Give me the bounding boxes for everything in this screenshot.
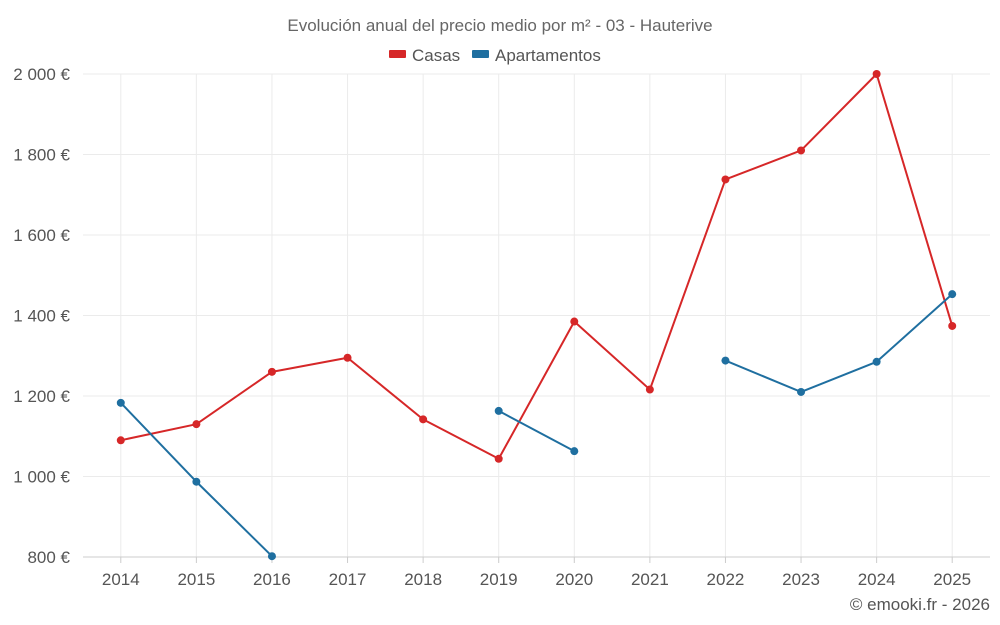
data-point-casas[interactable]	[192, 420, 201, 429]
y-tick-label: 1 200 €	[13, 387, 70, 406]
x-tick-label: 2022	[707, 570, 745, 589]
credit: © emooki.fr - 2026	[850, 595, 990, 614]
y-tick-label: 1 600 €	[13, 226, 70, 245]
x-tick-label: 2020	[555, 570, 593, 589]
chart-title: Evolución anual del precio medio por m² …	[287, 16, 712, 35]
data-point-apartamentos[interactable]	[267, 552, 276, 561]
series-apartamentos	[116, 290, 957, 561]
data-point-apartamentos[interactable]	[797, 387, 806, 396]
series-casas	[116, 70, 957, 463]
data-point-casas[interactable]	[494, 454, 503, 463]
data-point-casas[interactable]	[645, 385, 654, 394]
x-tick-label: 2025	[933, 570, 971, 589]
legend-swatch-apartamentos	[472, 50, 489, 58]
x-tick-label: 2018	[404, 570, 442, 589]
legend-item-apartamentos[interactable]: Apartamentos	[472, 46, 601, 65]
data-point-casas[interactable]	[872, 70, 881, 78]
legend-label-apartamentos: Apartamentos	[495, 46, 601, 65]
data-point-apartamentos[interactable]	[116, 398, 125, 407]
series-line-apartamentos	[497, 409, 576, 453]
series-line-casas	[119, 73, 954, 460]
legend-swatch-casas	[389, 50, 406, 58]
legend: Casas Apartamentos	[389, 46, 601, 65]
x-tick-label: 2024	[858, 570, 896, 589]
data-point-apartamentos[interactable]	[570, 447, 579, 456]
x-tick-label: 2016	[253, 570, 291, 589]
y-tick-label: 2 000 €	[13, 65, 70, 84]
series-line-apartamentos	[724, 293, 954, 393]
y-tick-label: 1 400 €	[13, 307, 70, 326]
data-point-casas[interactable]	[797, 146, 806, 155]
data-point-casas[interactable]	[570, 317, 579, 326]
data-point-casas[interactable]	[343, 353, 352, 362]
x-tick-label: 2019	[480, 570, 518, 589]
legend-item-casas[interactable]: Casas	[389, 46, 460, 65]
series	[116, 70, 957, 561]
y-tick-label: 1 800 €	[13, 146, 70, 165]
data-point-casas[interactable]	[116, 436, 125, 445]
data-point-apartamentos[interactable]	[872, 357, 881, 366]
data-point-apartamentos[interactable]	[192, 477, 201, 486]
grid	[83, 73, 990, 557]
legend-label-casas: Casas	[412, 46, 460, 65]
data-point-casas[interactable]	[267, 367, 276, 376]
data-point-apartamentos[interactable]	[948, 290, 957, 299]
x-tick-label: 2023	[782, 570, 820, 589]
data-point-casas[interactable]	[419, 415, 428, 424]
y-tick-label: 1 000 €	[13, 468, 70, 487]
x-tick-label: 2014	[102, 570, 140, 589]
x-tick-label: 2015	[177, 570, 215, 589]
y-tick-label: 800 €	[27, 548, 70, 567]
axes: 800 € 1 000 € 1 200 € 1 400 € 1 600 € 1 800 €…	[13, 65, 990, 589]
x-tick-label: 2017	[329, 570, 367, 589]
x-tick-label: 2021	[631, 570, 669, 589]
data-point-apartamentos[interactable]	[721, 356, 730, 365]
data-point-apartamentos[interactable]	[494, 406, 503, 415]
data-point-casas[interactable]	[721, 175, 730, 184]
data-point-casas[interactable]	[948, 321, 957, 330]
